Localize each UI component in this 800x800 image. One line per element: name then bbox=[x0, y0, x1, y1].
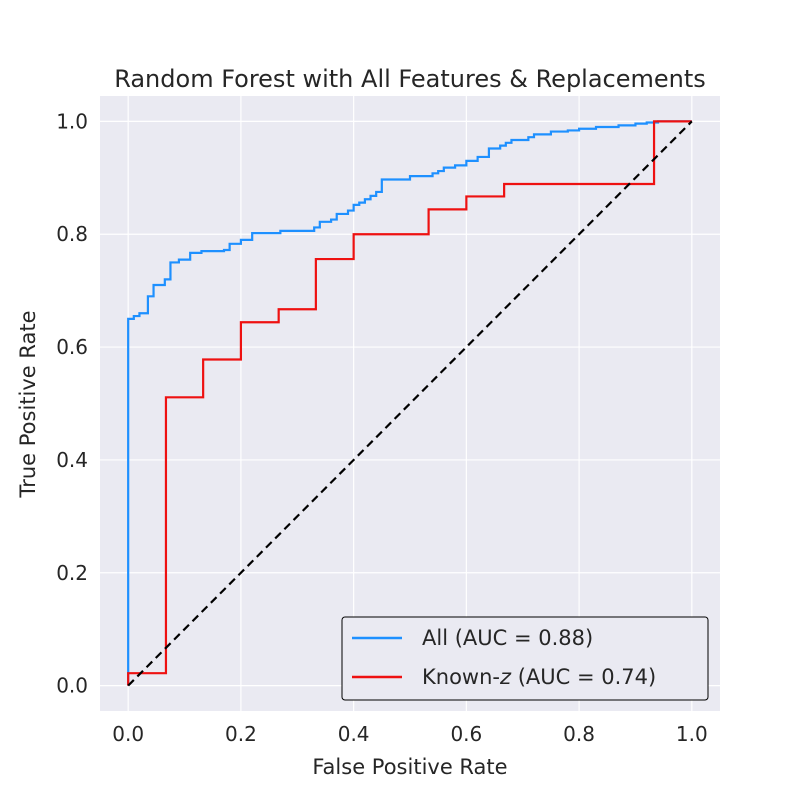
y-axis-label: True Positive Rate bbox=[16, 310, 40, 498]
x-tick-label: 0.4 bbox=[338, 722, 370, 746]
legend-label-known-z-italic: z bbox=[499, 665, 512, 689]
legend-label-all-text: All (AUC = 0.88) bbox=[422, 626, 593, 650]
legend-label-known-z-main: Known- bbox=[422, 665, 500, 689]
y-tick-label: 0.8 bbox=[56, 222, 88, 246]
chance-diagonal-line bbox=[127, 120, 693, 687]
series-known-z-line bbox=[127, 120, 692, 686]
series-all-line bbox=[127, 120, 692, 686]
x-tick-label: 0.2 bbox=[225, 722, 257, 746]
y-tick-label: 1.0 bbox=[56, 109, 88, 133]
y-tick-label: 0.2 bbox=[56, 561, 88, 585]
x-tick-label: 0.6 bbox=[450, 722, 482, 746]
plot-background bbox=[100, 96, 720, 711]
x-tick-label: 1.0 bbox=[676, 722, 708, 746]
y-tick-label: 0.0 bbox=[56, 674, 88, 698]
chart-title: Random Forest with All Features & Replac… bbox=[114, 65, 706, 93]
x-tick-label: 0.0 bbox=[112, 722, 144, 746]
legend-box bbox=[341, 616, 709, 701]
y-tick-label: 0.6 bbox=[56, 335, 88, 359]
legend-label-known-z: Known-z (AUC = 0.74) bbox=[422, 665, 656, 689]
x-axis-label: False Positive Rate bbox=[312, 755, 507, 779]
legend-label-known-z-suffix: (AUC = 0.74) bbox=[511, 665, 656, 689]
legend-label-all: All (AUC = 0.88) bbox=[422, 626, 593, 650]
x-tick-label: 0.8 bbox=[563, 722, 595, 746]
y-tick-label: 0.4 bbox=[56, 448, 88, 472]
legend: All (AUC = 0.88) Known-z (AUC = 0.74) bbox=[341, 616, 709, 701]
series-lines bbox=[127, 120, 693, 687]
tick-labels: 0.0 0.2 0.4 0.6 0.8 1.0 0.0 0.2 0.4 0.6 0.8 1.0 bbox=[56, 109, 708, 746]
